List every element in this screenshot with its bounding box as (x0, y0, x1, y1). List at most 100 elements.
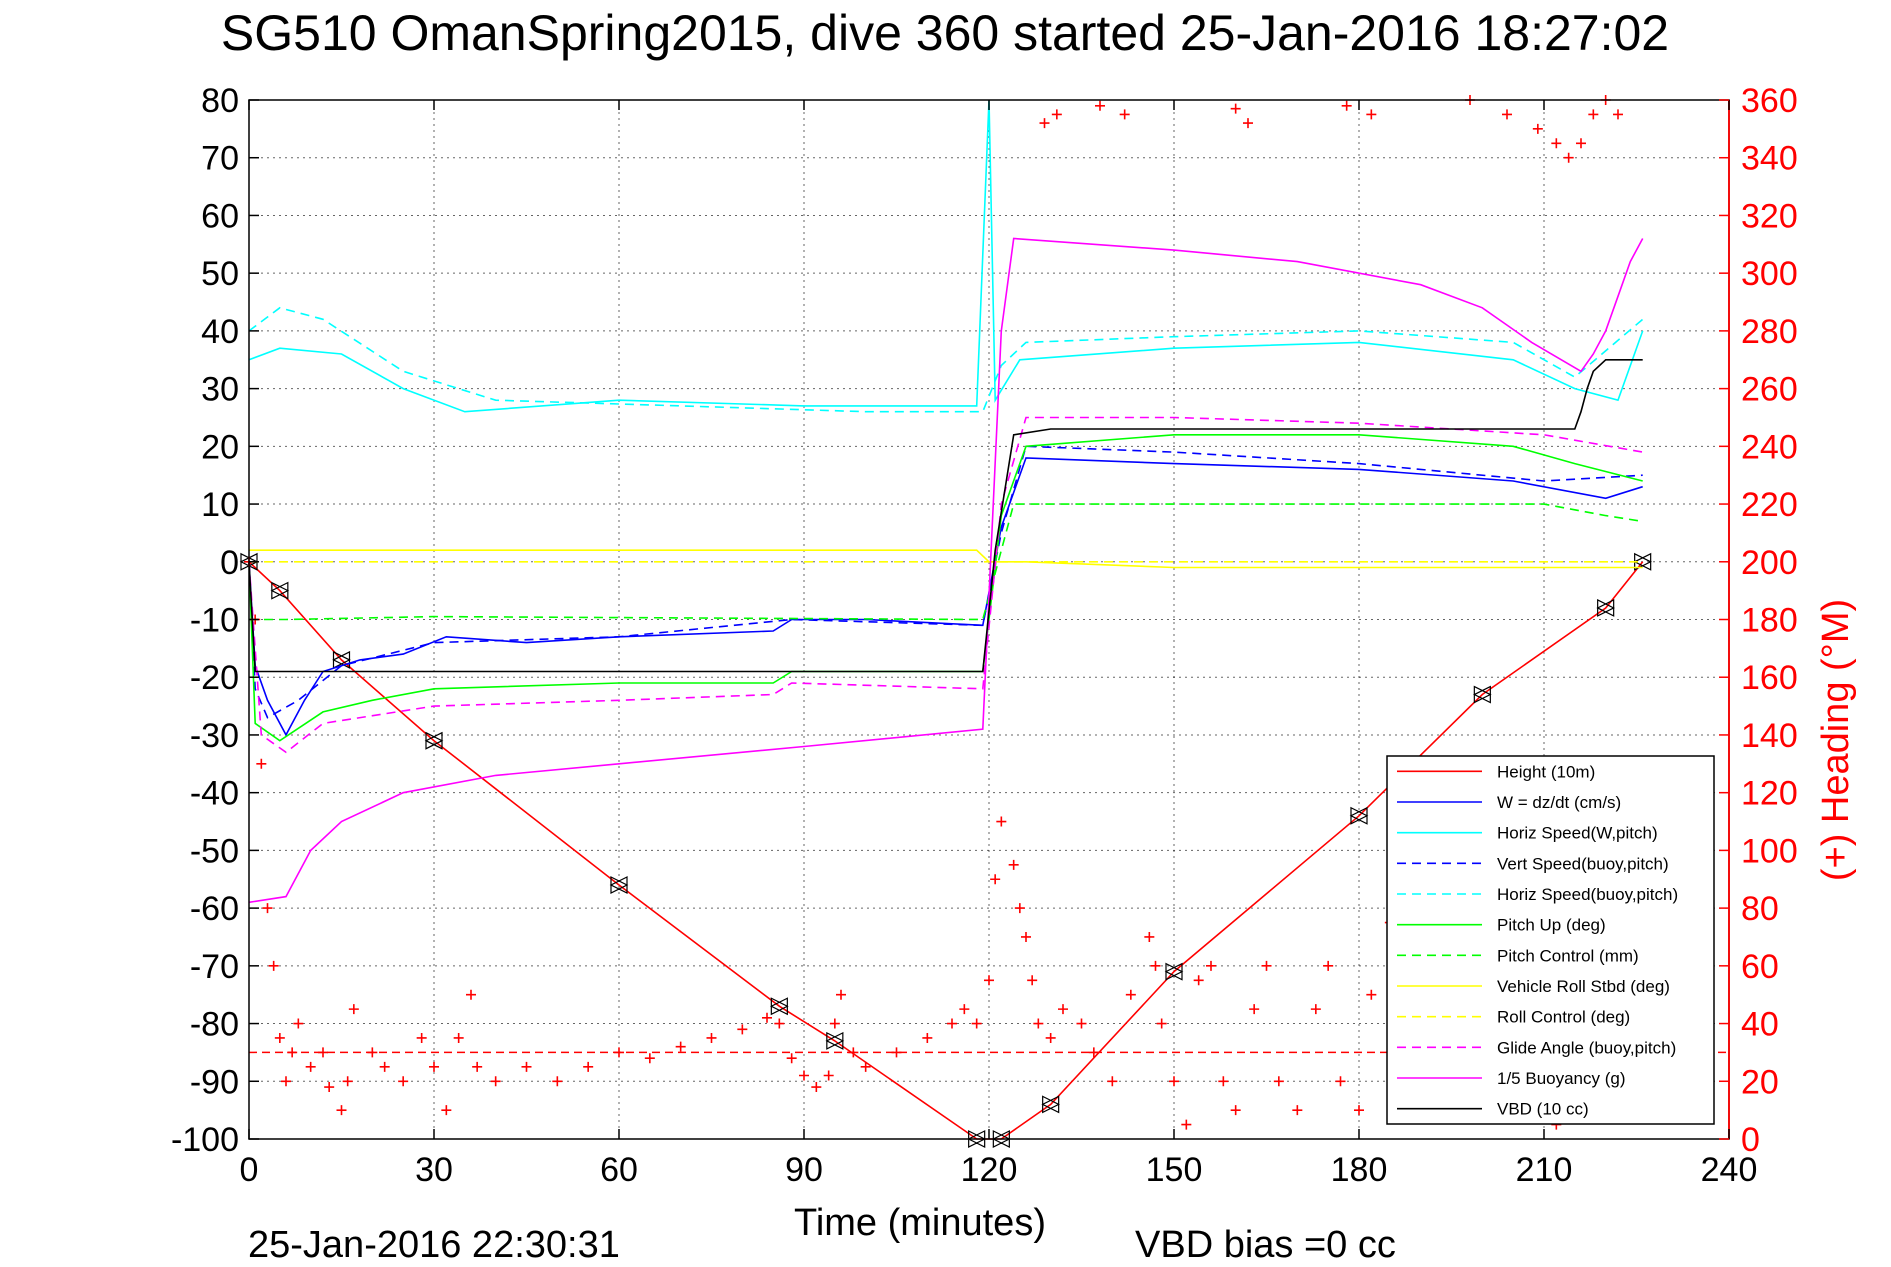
y-tick-label: -20 (190, 659, 239, 697)
y2-tick-label: 340 (1741, 140, 1798, 178)
heading-point (287, 1047, 298, 1058)
heading-point (836, 989, 846, 1000)
heading-point (1366, 109, 1377, 120)
legend-label: Pitch Up (deg) (1497, 916, 1606, 935)
heading-point (1273, 1076, 1284, 1087)
heading-point (1335, 1076, 1346, 1087)
heading-point (1354, 1105, 1364, 1116)
y-tick-label: -10 (190, 602, 239, 640)
x-axis-label: Time (minutes) (794, 1202, 1046, 1244)
heading-point (614, 1047, 624, 1058)
y2-tick-label: 220 (1741, 486, 1798, 524)
y-tick-label: -40 (190, 775, 239, 813)
heading-point (1014, 903, 1025, 914)
legend-label: VBD (10 cc) (1497, 1100, 1589, 1119)
height-marker (424, 731, 444, 750)
legend: Height (10m) W = dz/dt (cm/s) Horiz Speed(… (1386, 755, 1715, 1125)
heading-point (274, 1032, 285, 1043)
heading-point (1292, 1105, 1303, 1116)
heading-point (1095, 100, 1105, 111)
y-tick-label: 10 (201, 486, 239, 524)
x-tick-label: 180 (1331, 1151, 1388, 1189)
heading-point (1027, 975, 1038, 986)
x-tick-label: 60 (600, 1151, 638, 1189)
heading-point (281, 1076, 291, 1087)
heading-point (774, 1018, 785, 1029)
y2-tick-label: 200 (1741, 544, 1798, 582)
y-tick-label: 50 (201, 255, 239, 293)
heading-point (1249, 1004, 1260, 1015)
heading-point (644, 1053, 655, 1064)
footer-vbd-bias: VBD bias =0 cc (1135, 1224, 1396, 1262)
y-tick-label: -90 (190, 1063, 239, 1101)
heading-point (1310, 1004, 1321, 1015)
y-tick-label: 30 (201, 371, 239, 409)
heading-point (472, 1061, 483, 1072)
heading-point (416, 1032, 427, 1043)
heading-point (990, 874, 1001, 885)
heading-point (342, 1076, 353, 1087)
legend-label: Roll Control (deg) (1497, 1008, 1630, 1027)
height-marker (1349, 806, 1369, 825)
height-marker (1596, 598, 1616, 617)
heading-point (1230, 103, 1241, 114)
x-tick-label: 120 (961, 1151, 1018, 1189)
heading-point (1563, 152, 1574, 163)
heading-point (1193, 975, 1204, 986)
y-tick-label: 20 (201, 428, 239, 466)
y2-tick-label: 360 (1741, 82, 1798, 120)
y2-tick-label: 300 (1741, 255, 1798, 293)
heading-point (1107, 1076, 1118, 1087)
x-tick-label: 210 (1516, 1151, 1573, 1189)
heading-point (922, 1032, 933, 1043)
legend-label: Horiz Speed(W,pitch) (1497, 824, 1658, 843)
heading-point (737, 1024, 748, 1035)
heading-point (398, 1076, 409, 1087)
y2-tick-label: 160 (1741, 659, 1798, 697)
heading-point (583, 1061, 594, 1072)
y-tick-label: -60 (190, 890, 239, 928)
height-marker (270, 581, 290, 600)
heading-point (1341, 100, 1352, 111)
legend-label: Pitch Control (mm) (1497, 946, 1639, 965)
legend-label: Vert Speed(buoy,pitch) (1497, 854, 1669, 873)
height-marker (1041, 1095, 1061, 1114)
y2-tick-label: 80 (1741, 890, 1779, 928)
heading-point (1230, 1105, 1241, 1116)
heading-point (984, 975, 994, 986)
heading-point (441, 1105, 452, 1116)
heading-point (305, 1061, 316, 1072)
heading-point (1021, 931, 1031, 942)
heading-point (1058, 1004, 1068, 1015)
y-tick-label: -100 (171, 1121, 239, 1159)
legend-label: Horiz Speed(buoy,pitch) (1497, 885, 1678, 904)
y2-tick-label: 180 (1741, 602, 1798, 640)
y2-tick-label: 0 (1741, 1121, 1760, 1159)
heading-point (1051, 109, 1062, 120)
heading-point (336, 1105, 347, 1116)
heading-point (860, 1061, 871, 1072)
x-tick-label: 30 (415, 1151, 453, 1189)
heading-point (1076, 1018, 1087, 1029)
heading-point (996, 816, 1007, 827)
legend-label: 1/5 Buoyancy (g) (1497, 1069, 1626, 1088)
y2-tick-label: 20 (1741, 1063, 1779, 1101)
heading-point (891, 1047, 902, 1058)
heading-point (348, 1004, 359, 1015)
heading-point (453, 1032, 464, 1043)
heading-point (1261, 960, 1272, 971)
heading-point (971, 1018, 982, 1029)
y-tick-label: 40 (201, 313, 239, 351)
heading-point (1008, 859, 1019, 870)
heading-point (1033, 1018, 1044, 1029)
heading-point (1366, 989, 1377, 1000)
height-marker (825, 1031, 845, 1050)
height-marker (1164, 962, 1184, 981)
heading-point (1125, 989, 1136, 1000)
y-tick-label: 60 (201, 197, 239, 235)
y-tick-label: 0 (220, 544, 239, 582)
heading-point (1039, 118, 1050, 129)
y-tick-label: 70 (201, 140, 239, 178)
height-marker (609, 876, 629, 894)
